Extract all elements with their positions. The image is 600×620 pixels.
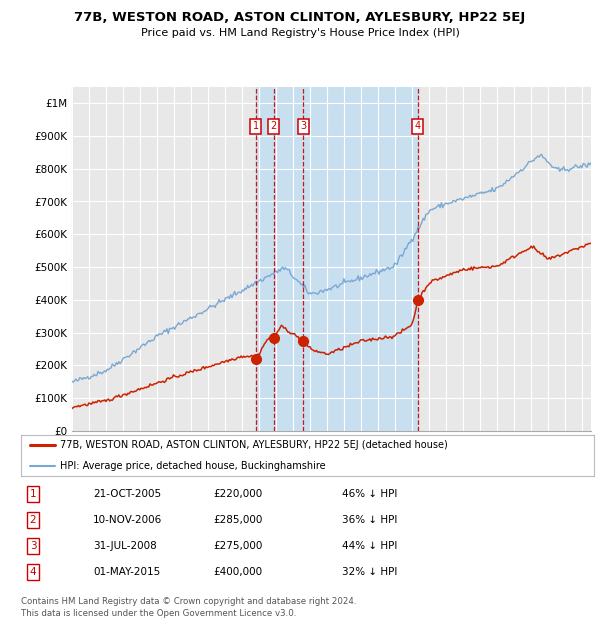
Text: Contains HM Land Registry data © Crown copyright and database right 2024.
This d: Contains HM Land Registry data © Crown c… [21,597,356,618]
Text: 77B, WESTON ROAD, ASTON CLINTON, AYLESBURY, HP22 5EJ (detached house): 77B, WESTON ROAD, ASTON CLINTON, AYLESBU… [60,440,448,451]
Text: 2: 2 [29,515,37,525]
Text: £220,000: £220,000 [213,489,262,499]
Text: 77B, WESTON ROAD, ASTON CLINTON, AYLESBURY, HP22 5EJ: 77B, WESTON ROAD, ASTON CLINTON, AYLESBU… [74,11,526,24]
Text: 4: 4 [415,122,421,131]
Text: 46% ↓ HPI: 46% ↓ HPI [342,489,397,499]
Text: £285,000: £285,000 [213,515,262,525]
Text: 1: 1 [253,122,259,131]
Text: 1: 1 [29,489,37,499]
Text: 10-NOV-2006: 10-NOV-2006 [93,515,162,525]
Text: HPI: Average price, detached house, Buckinghamshire: HPI: Average price, detached house, Buck… [60,461,326,471]
Text: 21-OCT-2005: 21-OCT-2005 [93,489,161,499]
Text: £400,000: £400,000 [213,567,262,577]
Text: 44% ↓ HPI: 44% ↓ HPI [342,541,397,551]
Text: 4: 4 [29,567,37,577]
Text: 3: 3 [300,122,306,131]
Text: 01-MAY-2015: 01-MAY-2015 [93,567,160,577]
Text: £275,000: £275,000 [213,541,262,551]
Bar [256,87,418,431]
Text: Price paid vs. HM Land Registry's House Price Index (HPI): Price paid vs. HM Land Registry's House … [140,28,460,38]
Text: 3: 3 [29,541,37,551]
Text: 36% ↓ HPI: 36% ↓ HPI [342,515,397,525]
Text: 2: 2 [271,122,277,131]
Text: 31-JUL-2008: 31-JUL-2008 [93,541,157,551]
Text: 32% ↓ HPI: 32% ↓ HPI [342,567,397,577]
